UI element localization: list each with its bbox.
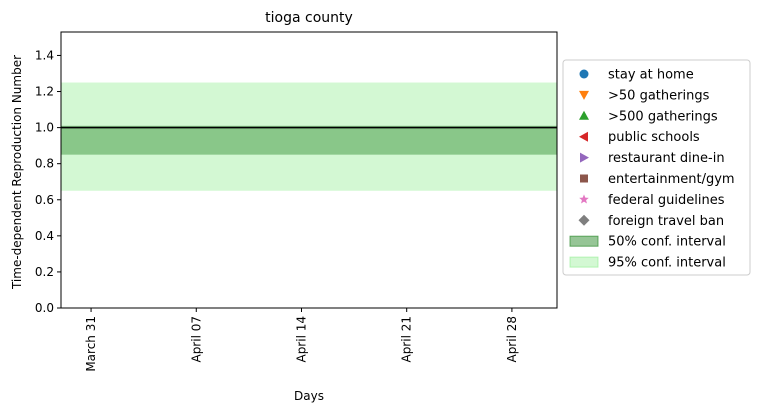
x-tick-label: April 14	[294, 316, 308, 363]
y-axis: 0.0 0.2 0.4 0.6 0.8 1.0 1.2 1.4	[35, 48, 61, 315]
legend-entry: federal guidelines	[579, 193, 725, 208]
triangle-up-marker-icon	[579, 110, 589, 120]
chart-title: tioga county	[265, 10, 353, 26]
legend-label: >500 gatherings	[608, 109, 718, 124]
patch-swatch-icon	[569, 256, 599, 268]
x-tick-label: April 28	[505, 316, 519, 363]
x-tick-label: April 07	[189, 316, 203, 363]
legend-label: >50 gatherings	[608, 88, 710, 103]
legend-entry: >50 gatherings	[579, 88, 710, 103]
x-axis: March 31 April 07 April 14 April 21 April 28	[84, 308, 519, 372]
legend-label: 50% conf. interval	[608, 235, 726, 250]
ci50-band	[61, 125, 557, 155]
y-tick-label: 1.0	[35, 121, 54, 135]
triangle-down-marker-icon	[579, 90, 589, 100]
ci95-band	[61, 82, 557, 191]
legend-entry: stay at home	[579, 68, 694, 83]
plot-area	[60, 31, 558, 309]
y-tick-label: 1.2	[35, 85, 54, 99]
legend-entry: restaurant dine-in	[580, 151, 725, 166]
y-tick-label: 0.0	[35, 301, 54, 315]
x-axis-label: Days	[294, 389, 324, 403]
legend-label: entertainment/gym	[608, 172, 735, 187]
legend-entry: >500 gatherings	[579, 109, 718, 124]
legend-label: stay at home	[608, 68, 694, 83]
circle-marker-icon	[579, 69, 589, 79]
x-tick-label: April 21	[400, 316, 414, 363]
square-marker-icon	[580, 174, 588, 183]
legend-label: federal guidelines	[608, 193, 725, 208]
legend-label: public schools	[608, 130, 700, 145]
legend-entry: 95% conf. interval	[569, 256, 726, 271]
legend-entry: entertainment/gym	[580, 172, 735, 187]
plot-frame	[60, 31, 558, 309]
x-tick-label: March 31	[84, 316, 98, 372]
y-tick-label: 0.2	[35, 265, 54, 279]
legend: stay at home >50 gatherings >500 gathering…	[562, 59, 751, 276]
y-tick-label: 0.4	[35, 229, 54, 243]
patch-swatch-icon	[569, 235, 599, 247]
y-tick-label: 1.4	[35, 48, 54, 62]
legend-label: 95% conf. interval	[608, 256, 726, 271]
legend-entry: 50% conf. interval	[569, 235, 726, 250]
legend-label: foreign travel ban	[608, 214, 724, 229]
legend-entry: foreign travel ban	[578, 214, 724, 229]
y-axis-label: Time-dependent Reproduction Number	[10, 55, 24, 290]
legend-entry: public schools	[579, 130, 700, 145]
legend-label: restaurant dine-in	[608, 151, 725, 166]
y-tick-label: 0.8	[35, 157, 54, 171]
triangle-left-marker-icon	[579, 131, 588, 142]
diamond-marker-icon	[578, 214, 590, 226]
triangle-right-marker-icon	[580, 152, 589, 163]
legend-box	[562, 59, 751, 276]
star-marker-icon	[579, 194, 589, 204]
y-tick-label: 0.6	[35, 193, 54, 207]
